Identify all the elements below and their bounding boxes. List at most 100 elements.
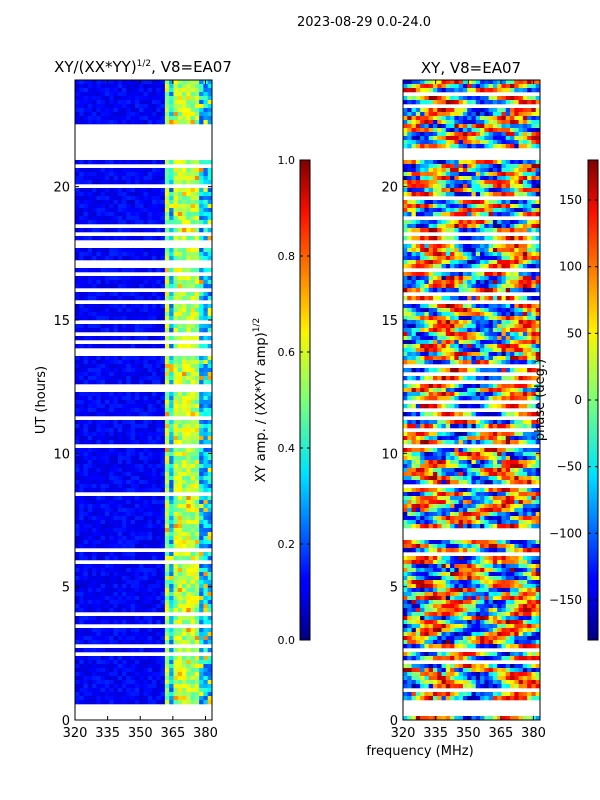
heatmap-cell	[164, 544, 170, 549]
heatmap-cell	[130, 452, 136, 457]
heatmap-cell	[186, 420, 191, 425]
heatmap-cell	[104, 392, 110, 397]
heatmap-cell	[113, 280, 119, 285]
heatmap-cell	[134, 120, 140, 125]
heatmap-cell	[122, 376, 127, 381]
heatmap-cell	[458, 164, 464, 169]
heatmap-cell	[122, 676, 127, 681]
heatmap-cell	[160, 100, 166, 105]
heatmap-cell	[117, 436, 123, 441]
heatmap-cell	[109, 80, 114, 85]
heatmap-cell	[199, 656, 204, 661]
heatmap-cell	[411, 172, 417, 177]
heatmap-cell	[134, 468, 140, 473]
heatmap-cell	[79, 464, 84, 469]
heatmap-cell	[130, 364, 136, 369]
heatmap-cell	[531, 144, 537, 149]
heatmap-cell	[510, 236, 515, 241]
heatmap-cell	[143, 236, 149, 241]
heatmap-cell	[113, 420, 119, 425]
heatmap-cell	[100, 196, 106, 201]
heatmap-cell	[147, 592, 153, 597]
heatmap-cell	[514, 96, 519, 101]
heatmap-cell	[182, 220, 187, 225]
heatmap-cell	[152, 248, 157, 253]
heatmap-cell	[147, 84, 153, 89]
heatmap-cell	[177, 328, 183, 333]
heatmap-cell	[194, 484, 200, 489]
heatmap-cell	[104, 468, 110, 473]
heatmap-cell	[75, 600, 80, 605]
heatmap-cell	[83, 700, 89, 705]
heatmap-cell	[182, 336, 187, 341]
heatmap-cell	[445, 212, 451, 217]
heatmap-cell	[510, 84, 515, 89]
heatmap-cell	[415, 204, 421, 209]
heatmap-cell	[100, 92, 106, 97]
heatmap-cell	[173, 420, 179, 425]
heatmap-cell	[143, 268, 149, 273]
heatmap-cell	[535, 136, 540, 141]
heatmap-cell	[169, 516, 174, 521]
heatmap-cell	[152, 596, 157, 601]
heatmap-cell	[134, 180, 140, 185]
heatmap-cell	[147, 460, 153, 465]
heatmap-cell	[164, 176, 170, 181]
heatmap-cell	[207, 532, 212, 537]
heatmap-cell	[169, 520, 174, 525]
heatmap-cell	[134, 500, 140, 505]
heatmap-cell	[75, 172, 80, 177]
x-tick-label: 335	[95, 726, 120, 741]
heatmap-cell	[75, 316, 80, 321]
heatmap-cell	[177, 692, 183, 697]
heatmap-cell	[177, 336, 183, 341]
heatmap-cell	[75, 424, 80, 429]
heatmap-cell	[109, 376, 114, 381]
heatmap-cell	[79, 100, 84, 105]
heatmap-cell	[139, 92, 144, 97]
heatmap-cell	[122, 424, 127, 429]
heatmap-cell	[109, 188, 114, 193]
heatmap-cell	[164, 360, 170, 365]
heatmap-cell	[96, 276, 102, 281]
heatmap-cell	[164, 504, 170, 509]
heatmap-cell	[117, 80, 123, 85]
heatmap-cell	[96, 528, 102, 533]
heatmap-cell	[164, 204, 170, 209]
heatmap-cell	[83, 520, 89, 525]
heatmap-cell	[186, 660, 191, 665]
heatmap-cell	[164, 572, 170, 577]
heatmap-cell	[87, 512, 93, 517]
heatmap-cell	[173, 576, 179, 581]
heatmap-cell	[126, 524, 132, 529]
heatmap-cell	[126, 500, 132, 505]
heatmap-cell	[169, 524, 174, 529]
heatmap-cell	[83, 608, 89, 613]
heatmap-cell	[190, 524, 196, 529]
heatmap-cell	[143, 476, 149, 481]
heatmap-cell	[194, 636, 200, 641]
heatmap-cell	[207, 328, 212, 333]
heatmap-cell	[518, 168, 524, 173]
heatmap-cell	[471, 220, 477, 225]
heatmap-cell	[109, 440, 114, 445]
heatmap-cell	[152, 640, 157, 645]
heatmap-cell	[169, 112, 174, 117]
heatmap-cell	[173, 664, 179, 669]
heatmap-cell	[134, 312, 140, 317]
heatmap-cell	[139, 436, 144, 441]
heatmap-cell	[113, 484, 119, 489]
heatmap-cell	[122, 536, 127, 541]
heatmap-cell	[169, 504, 174, 509]
heatmap-cell	[160, 304, 166, 309]
heatmap-cell	[75, 408, 80, 413]
heatmap-cell	[207, 192, 212, 197]
heatmap-cell	[207, 460, 212, 465]
heatmap-cell	[109, 632, 114, 637]
heatmap-cell	[199, 468, 204, 473]
heatmap-cell	[164, 528, 170, 533]
heatmap-cell	[522, 116, 528, 121]
heatmap-cell	[126, 176, 132, 181]
heatmap-cell	[518, 112, 524, 117]
heatmap-cell	[186, 404, 191, 409]
